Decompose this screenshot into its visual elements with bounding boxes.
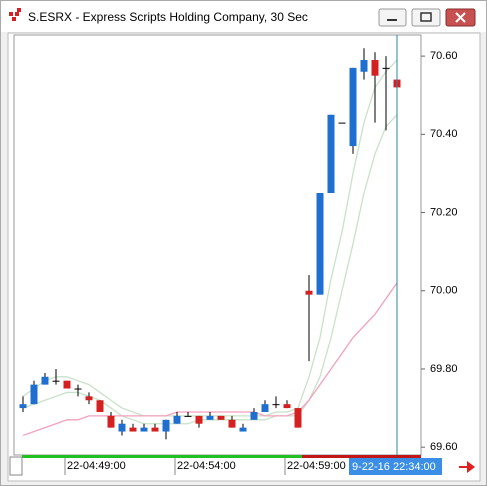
candle-body [74,388,82,390]
candle-body [239,427,247,432]
session-bar [22,455,302,458]
y-tick-label: 70.60 [430,50,458,62]
candle-body [294,408,302,428]
candle-body [283,404,291,409]
x-tick-label: 22-04:54:00 [177,460,236,472]
candle-body [140,427,148,432]
y-tick-label: 70.40 [430,128,458,140]
close-button[interactable] [445,8,476,27]
candle-body [129,427,137,432]
y-tick-label: 70.00 [430,285,458,297]
candle-body [63,380,71,389]
y-tick-label: 70.20 [430,206,458,218]
candle-body [250,411,258,420]
candle-body [338,122,346,124]
candle-body [382,67,390,69]
candle-body [371,60,379,76]
candle-body [305,290,313,295]
candle-body [118,423,126,432]
cursor-label-bg [349,458,442,475]
candle-body [85,396,93,401]
x-tick-label: 22-04:59:00 [287,460,346,472]
candle-body [228,419,236,428]
candle-body [173,415,181,424]
app-icon [9,8,21,21]
session-bar [302,455,421,458]
scroll-box[interactable] [9,456,23,476]
candle-body [360,60,368,72]
candle-body [184,415,192,417]
candle-body [316,192,324,295]
candle-body [19,404,27,409]
moving-average [22,282,398,437]
candle-body [217,415,225,420]
minimize-button[interactable] [378,8,407,27]
candle-body [52,380,60,382]
scroll-right-arrow[interactable] [459,461,475,473]
candle-body [41,376,49,385]
candle-body [327,114,335,193]
candle-body [151,427,159,432]
y-tick-label: 69.60 [430,441,458,453]
candle-body [107,415,115,428]
candle-body [30,384,38,405]
candle-body [272,404,280,406]
y-tick-label: 69.80 [430,363,458,375]
candle-body [206,415,214,420]
maximize-button[interactable] [411,8,441,27]
candle-body [195,415,203,424]
candle-body [96,400,104,412]
window-title: S.ESRX - Express Scripts Holding Company… [28,10,308,24]
cursor-label: 9-22-16 22:34:00 [352,461,436,473]
candle-body [349,67,357,147]
candle-body [261,404,269,412]
x-tick-label: 22-04:49:00 [67,460,126,472]
candle-body [162,419,170,432]
